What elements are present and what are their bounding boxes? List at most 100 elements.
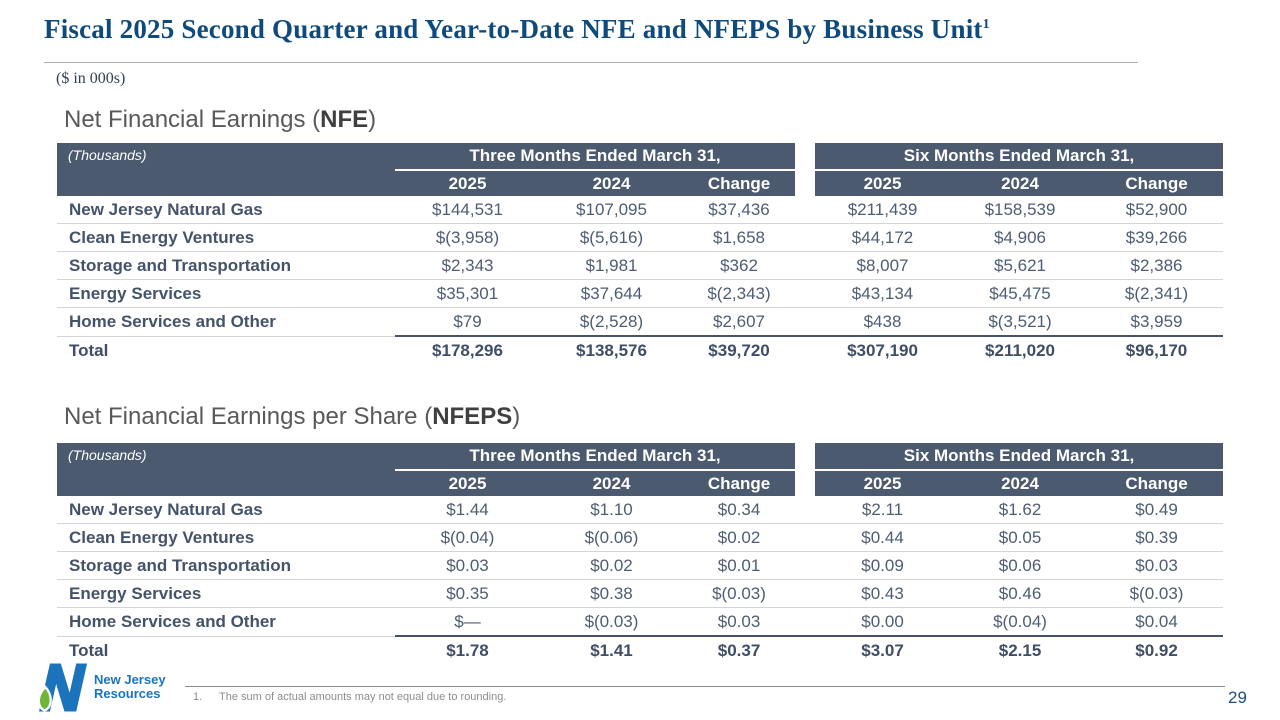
row-label: Total	[57, 635, 395, 664]
column-header: 2025	[395, 170, 540, 196]
cell-value: $0.00	[815, 607, 951, 637]
column-gap	[795, 496, 816, 524]
cell-value: $1.62	[950, 496, 1091, 524]
cell-value: $37,644	[540, 279, 683, 308]
cell-value: $5,621	[950, 251, 1091, 280]
cell-value: $0.49	[1090, 496, 1224, 524]
nfeps-table: (Thousands) Three Months Ended March 31,…	[57, 443, 1224, 664]
cell-value: $1,658	[683, 223, 796, 252]
cell-value: $0.34	[683, 496, 796, 524]
three-months-group-header: Three Months Ended March 31,	[395, 443, 796, 471]
cell-value: $0.39	[1090, 523, 1224, 552]
page-title-text: Fiscal 2025 Second Quarter and Year-to-D…	[44, 14, 983, 44]
six-months-group-header: Six Months Ended March 31,	[815, 143, 1224, 171]
column-gap	[795, 307, 816, 337]
nfe-section-title: Net Financial Earnings (NFE)	[64, 106, 377, 133]
cell-value: $(0.03)	[1090, 579, 1224, 608]
group-header-row: (Thousands) Three Months Ended March 31,…	[57, 143, 1224, 196]
table-row: New Jersey Natural Gas $1.44 $1.10 $0.34 $2.…	[57, 496, 1224, 524]
cell-value: $(5,616)	[540, 223, 683, 252]
cell-value: $44,172	[815, 223, 951, 252]
cell-value: $1.10	[540, 496, 683, 524]
title-divider	[44, 62, 1138, 63]
njr-logo: New Jersey Resources	[30, 660, 166, 714]
row-label: Clean Energy Ventures	[57, 523, 395, 552]
column-header: Change	[1090, 470, 1224, 496]
cell-value: $0.04	[1090, 607, 1224, 637]
year-header-row: 2025 2024 Change 2025 2024 Change	[57, 470, 1224, 496]
header-gap	[795, 143, 816, 196]
nfe-table: (Thousands) Three Months Ended March 31,…	[57, 143, 1224, 364]
column-header: 2025	[395, 470, 540, 496]
cell-value: $0.46	[950, 579, 1091, 608]
cell-value: $2.15	[950, 635, 1091, 664]
cell-value: $1.41	[540, 635, 683, 664]
group-header-row: (Thousands) Three Months Ended March 31,…	[57, 443, 1224, 496]
njr-logo-n-icon	[37, 663, 88, 712]
three-months-group-header: Three Months Ended March 31,	[395, 143, 796, 171]
column-header: 2025	[815, 170, 951, 196]
footnote: 1. The sum of actual amounts may not equ…	[193, 691, 506, 703]
column-gap	[795, 335, 816, 364]
column-header: Change	[683, 170, 796, 196]
cell-value: $0.37	[683, 635, 796, 664]
cell-value: $3,959	[1090, 307, 1224, 337]
column-gap	[795, 635, 816, 664]
cell-value: $52,900	[1090, 196, 1224, 224]
cell-value: $178,296	[395, 335, 540, 364]
cell-value: $0.35	[395, 579, 540, 608]
column-header: 2024	[540, 470, 683, 496]
column-gap	[795, 196, 816, 224]
cell-value: $3.07	[815, 635, 951, 664]
table-row: Home Services and Other $79 $(2,528) $2,607…	[57, 307, 1224, 337]
cell-value: $307,190	[815, 335, 951, 364]
cell-value: $158,539	[950, 196, 1091, 224]
column-header: 2024	[950, 170, 1091, 196]
column-gap	[795, 251, 816, 280]
cell-value: $2,343	[395, 251, 540, 280]
cell-value: $0.03	[1090, 551, 1224, 580]
cell-value: $211,020	[950, 335, 1091, 364]
corner-label: (Thousands)	[57, 443, 395, 496]
six-months-group-header: Six Months Ended March 31,	[815, 443, 1224, 471]
cell-value: $144,531	[395, 196, 540, 224]
cell-value: $362	[683, 251, 796, 280]
cell-value: $96,170	[1090, 335, 1224, 364]
row-label: Energy Services	[57, 279, 395, 308]
cell-value: $0.03	[395, 551, 540, 580]
footnote-text: The sum of actual amounts may not equal …	[219, 691, 507, 703]
header-gap	[795, 443, 816, 496]
cell-value: $(2,343)	[683, 279, 796, 308]
cell-value: $(0.06)	[540, 523, 683, 552]
column-gap	[795, 279, 816, 308]
cell-value: $2.11	[815, 496, 951, 524]
cell-value: $43,134	[815, 279, 951, 308]
njr-logo-text: New Jersey Resources	[94, 673, 166, 701]
row-label: New Jersey Natural Gas	[57, 196, 395, 224]
row-label: Energy Services	[57, 579, 395, 608]
cell-value: $45,475	[950, 279, 1091, 308]
cell-value: $(0.04)	[950, 607, 1091, 637]
table-total-row: Total $178,296 $138,576 $39,720 $307,190 $211…	[57, 335, 1224, 364]
cell-value: $39,720	[683, 335, 796, 364]
column-header: Change	[1090, 170, 1224, 196]
logo-line-1: New Jersey	[94, 672, 166, 687]
table-row: Home Services and Other $— $(0.03) $0.03 $0.…	[57, 607, 1224, 637]
leaf-icon	[37, 685, 52, 712]
cell-value: $0.06	[950, 551, 1091, 580]
column-gap	[795, 607, 816, 637]
column-gap	[795, 551, 816, 580]
row-label: New Jersey Natural Gas	[57, 496, 395, 524]
title-footnote-marker: 1	[982, 17, 990, 32]
cell-value: $2,386	[1090, 251, 1224, 280]
table-row: Storage and Transportation $0.03 $0.02 $0.0…	[57, 551, 1224, 580]
cell-value: $37,436	[683, 196, 796, 224]
footnote-divider	[185, 686, 1225, 687]
cell-value: $0.43	[815, 579, 951, 608]
column-gap	[795, 579, 816, 608]
table-row: New Jersey Natural Gas $144,531 $107,095 $3…	[57, 196, 1224, 224]
cell-value: $1.44	[395, 496, 540, 524]
year-header-row: 2025 2024 Change 2025 2024 Change	[57, 170, 1224, 196]
cell-value: $0.44	[815, 523, 951, 552]
